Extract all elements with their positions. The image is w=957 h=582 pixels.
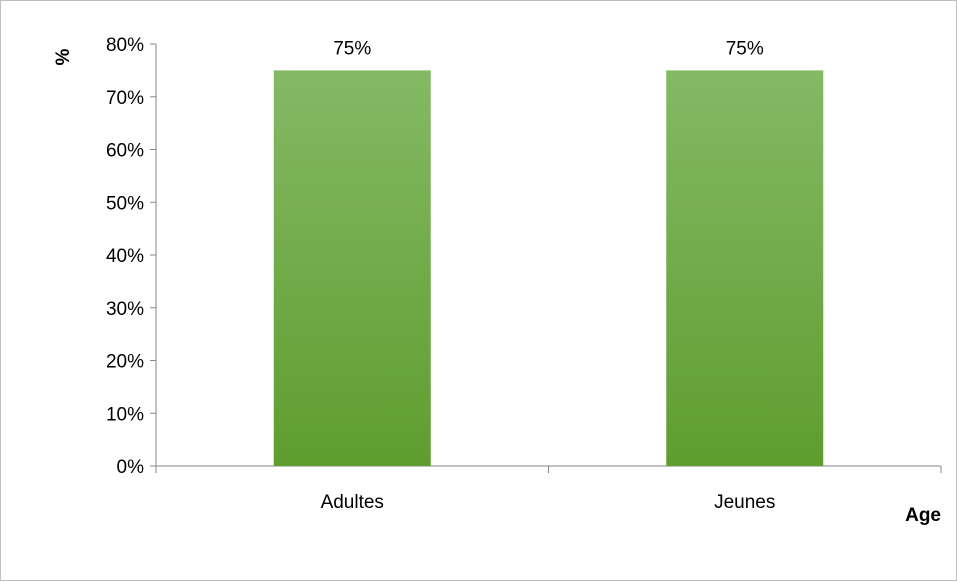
y-tick-label: 50% xyxy=(106,193,144,214)
y-tick-label: 30% xyxy=(106,299,144,320)
y-tick-label: 10% xyxy=(106,404,144,425)
y-tick-label: 80% xyxy=(106,35,144,56)
bars xyxy=(273,70,824,466)
y-tick-label: 20% xyxy=(106,352,144,373)
y-tick-label: 70% xyxy=(106,88,144,109)
x-axis-title: Age xyxy=(905,505,941,526)
bar-adultes xyxy=(273,70,431,466)
data-label: 75% xyxy=(726,38,764,59)
y-axis: 0% 10% 20% 30% 40% 50% 60% 70% 80% xyxy=(106,35,157,478)
y-tick-label: 40% xyxy=(106,246,144,267)
x-category-label: Adultes xyxy=(321,492,384,513)
y-tick-label: 60% xyxy=(106,141,144,162)
x-category-label: Jeunes xyxy=(714,492,775,513)
data-label: 75% xyxy=(333,38,371,59)
x-axis: Adultes Jeunes xyxy=(155,465,942,513)
bar-jeunes xyxy=(666,70,824,466)
y-tick-label: 0% xyxy=(117,457,145,478)
y-axis-title: % xyxy=(53,48,74,65)
data-labels: 75% 75% xyxy=(333,38,764,59)
